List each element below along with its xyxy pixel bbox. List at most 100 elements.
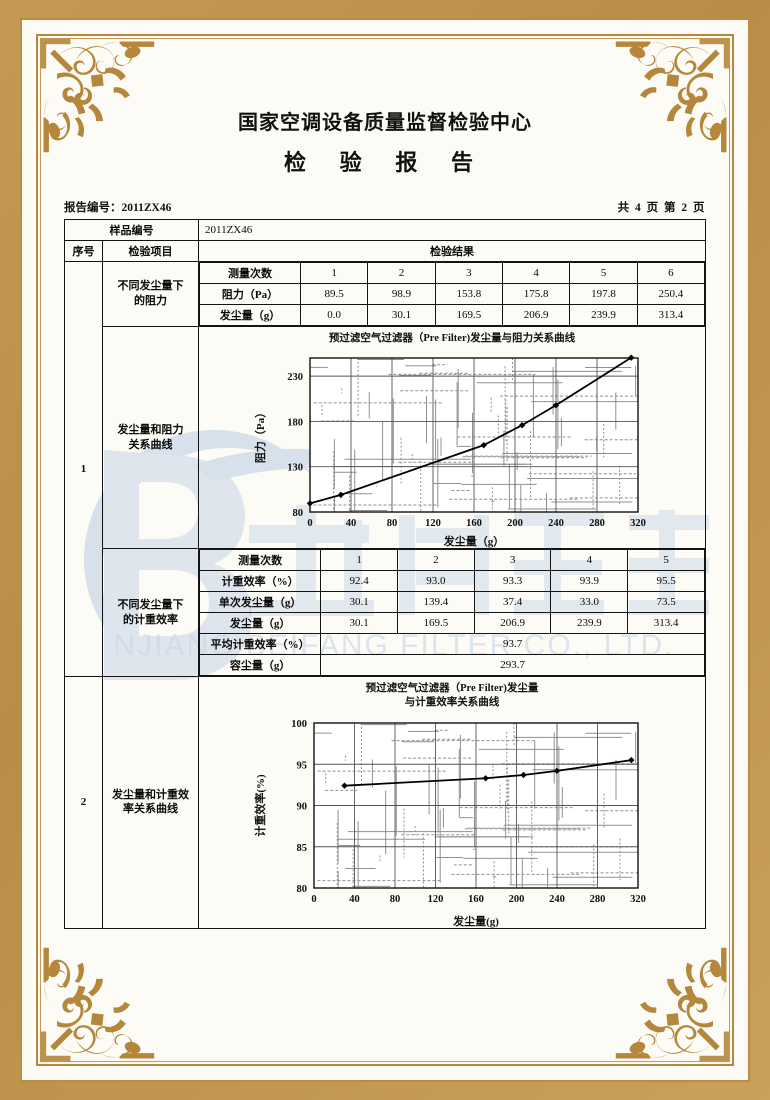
efficiency-cell: 73.5 <box>627 591 705 614</box>
svg-text:90: 90 <box>297 801 308 812</box>
efficiency-row-label: 单次发尘量（g） <box>198 591 322 614</box>
svg-text:80: 80 <box>293 508 304 519</box>
resistance-cell: 6 <box>636 262 706 284</box>
item-label-chart1: 发尘量和阻力 关系曲线 <box>102 325 199 550</box>
page-title: 国家空调设备质量监督检验中心 <box>238 110 532 134</box>
resistance-cell: 175.8 <box>501 283 571 305</box>
chart-efficiency-svg: 0 40 80 120 160 200 240 280 320 80 85 90 95 100 发尘量(g)… <box>253 719 646 928</box>
resistance-cell: 1 <box>300 262 369 284</box>
row-index-1: 1 <box>64 260 103 678</box>
dust-capacity-value: 293.7 <box>320 654 705 677</box>
svg-text:160: 160 <box>466 518 482 529</box>
resistance-cell: 250.4 <box>636 283 706 305</box>
resistance-cell: 153.8 <box>434 283 504 305</box>
efficiency-cell: 4 <box>550 549 629 572</box>
svg-text:发尘量（g）: 发尘量（g） <box>443 534 505 548</box>
svg-text:200: 200 <box>507 518 523 529</box>
resistance-cell: 89.5 <box>300 283 369 305</box>
page-subtitle: 检 验 报 告 <box>284 151 486 176</box>
table-row-sample: 样品编号 2011ZX46 <box>64 219 706 241</box>
table-row-efficiency: 不同发尘量下 的计重效率 测量次数 1 2 3 4 5 计重效率（%） 92.4 93.0 93.… <box>65 548 706 678</box>
efficiency-cell: 95.5 <box>627 570 705 593</box>
resistance-cell: 5 <box>569 262 638 284</box>
efficiency-row-2: 单次发尘量（g） 30.1 139.4 37.4 33.0 73.5 <box>198 591 705 614</box>
resistance-cell: 0.0 <box>300 304 369 326</box>
resistance-row-0: 测量次数 1 2 3 4 5 6 <box>198 262 706 284</box>
svg-text:100: 100 <box>291 719 307 730</box>
efficiency-cell: 30.1 <box>320 591 398 614</box>
resistance-cell: 239.9 <box>569 304 638 326</box>
col-header-result: 检验结果 <box>198 240 706 262</box>
efficiency-cell: 92.4 <box>320 570 398 593</box>
svg-text:160: 160 <box>468 894 484 905</box>
efficiency-row-1: 计重效率（%） 92.4 93.0 93.3 93.9 95.5 <box>198 570 705 593</box>
svg-text:320: 320 <box>630 894 646 905</box>
chart-title-resistance: 预过滤空气过滤器（Pre Filter)发尘量与阻力关系曲线 <box>328 333 576 344</box>
resistance-data-cell: 测量次数 1 2 3 4 5 6 阻力（Pa） 89.5 98.9 153.8 175.8 197.8 2… <box>198 261 706 327</box>
item-label-efficiency: 不同发尘量下 的计重效率 <box>102 548 199 678</box>
svg-text:80: 80 <box>387 518 398 529</box>
efficiency-row-label: 发尘量（g） <box>198 612 322 635</box>
chart-cell-resistance: 预过滤空气过滤器（Pre Filter)发尘量与阻力关系曲线 0 40 80 120 1… <box>198 325 706 550</box>
svg-text:85: 85 <box>297 842 308 853</box>
svg-text:40: 40 <box>346 518 357 529</box>
svg-text:0: 0 <box>311 894 316 905</box>
efficiency-cell: 1 <box>320 549 398 572</box>
col-header-item: 检验项目 <box>102 240 199 262</box>
svg-text:230: 230 <box>287 372 303 383</box>
resistance-cell: 2 <box>367 262 436 284</box>
svg-text:180: 180 <box>287 418 303 429</box>
svg-text:阻力（Pa）: 阻力（Pa） <box>253 407 267 463</box>
resistance-cell: 3 <box>434 262 504 284</box>
svg-text:240: 240 <box>548 518 564 529</box>
efficiency-cell: 313.4 <box>627 612 705 635</box>
resistance-cell: 30.1 <box>367 304 436 326</box>
svg-text:120: 120 <box>425 518 441 529</box>
resistance-row-1: 阻力（Pa） 89.5 98.9 153.8 175.8 197.8 250.4 <box>198 283 706 305</box>
resistance-subtable: 测量次数 1 2 3 4 5 6 阻力（Pa） 89.5 98.9 153.8 175.8 197.8 2… <box>198 262 706 326</box>
chart-efficiency: 预过滤空气过滤器（Pre Filter)发尘量 与计重效率关系曲线 0 40 80 12… <box>199 677 705 927</box>
chart-cell-efficiency: 预过滤空气过滤器（Pre Filter)发尘量 与计重效率关系曲线 0 40 80 12… <box>198 676 706 929</box>
efficiency-row-average-efficiency: 平均计重效率（%） 93.7 <box>198 633 705 656</box>
efficiency-cell: 37.4 <box>473 591 552 614</box>
resistance-cell: 313.4 <box>636 304 706 326</box>
efficiency-row-0: 测量次数 1 2 3 4 5 <box>198 549 705 572</box>
efficiency-cell: 206.9 <box>473 612 552 635</box>
table-row-header: 序号 检验项目 检验结果 <box>64 240 706 262</box>
report-meta-row: 报告编号：2011ZX46 共 4 页 第 2 页 <box>64 199 706 215</box>
chart-title-efficiency: 预过滤空气过滤器（Pre Filter)发尘量 与计重效率关系曲线 <box>365 683 539 709</box>
svg-text:320: 320 <box>630 518 646 529</box>
svg-text:40: 40 <box>349 894 360 905</box>
chart-resistance-svg: 0 40 80 120 160 200 240 280 320 80 130 180 230 发尘量（g）… <box>253 354 646 548</box>
efficiency-row-3: 发尘量（g） 30.1 169.5 206.9 239.9 313.4 <box>198 612 705 635</box>
table-row-chart1: 发尘量和阻力 关系曲线 预过滤空气过滤器（Pre Filter)发尘量与阻力关系… <box>65 325 706 550</box>
efficiency-cell: 3 <box>473 549 552 572</box>
efficiency-cell: 239.9 <box>550 612 629 635</box>
svg-text:200: 200 <box>509 894 525 905</box>
efficiency-data-cell: 测量次数 1 2 3 4 5 计重效率（%） 92.4 93.0 93.3 93.9 95.5 单次发尘… <box>198 548 706 678</box>
table-row-chart2: 2 发尘量和计重效 率关系曲线 预过滤空气过滤器（Pre Filter)发尘量与… <box>64 676 706 929</box>
svg-text:120: 120 <box>428 894 444 905</box>
efficiency-cell: 169.5 <box>396 612 475 635</box>
resistance-row-2: 发尘量（g） 0.0 30.1 169.5 206.9 239.9 313.4 <box>198 304 706 326</box>
svg-text:280: 280 <box>589 518 605 529</box>
svg-text:0: 0 <box>307 518 312 529</box>
svg-text:80: 80 <box>297 884 308 895</box>
resistance-cell: 4 <box>501 262 571 284</box>
efficiency-cell: 33.0 <box>550 591 629 614</box>
report-number: 报告编号：2011ZX46 <box>64 202 172 214</box>
resistance-cell: 206.9 <box>501 304 571 326</box>
item-label-resistance: 不同发尘量下 的阻力 <box>102 261 199 327</box>
average-efficiency-label: 平均计重效率（%） <box>198 633 322 656</box>
col-header-index: 序号 <box>64 240 103 262</box>
chart-resistance: 预过滤空气过滤器（Pre Filter)发尘量与阻力关系曲线 0 40 80 120 1… <box>199 327 705 548</box>
dust-capacity-label: 容尘量（g） <box>198 654 322 677</box>
resistance-row-label: 阻力（Pa） <box>198 283 302 305</box>
average-efficiency-value: 93.7 <box>320 633 705 656</box>
resistance-cell: 197.8 <box>569 283 638 305</box>
sample-no-value: 2011ZX46 <box>198 219 706 241</box>
svg-text:280: 280 <box>590 894 606 905</box>
resistance-row-label: 发尘量（g） <box>198 304 302 326</box>
svg-text:240: 240 <box>549 894 565 905</box>
